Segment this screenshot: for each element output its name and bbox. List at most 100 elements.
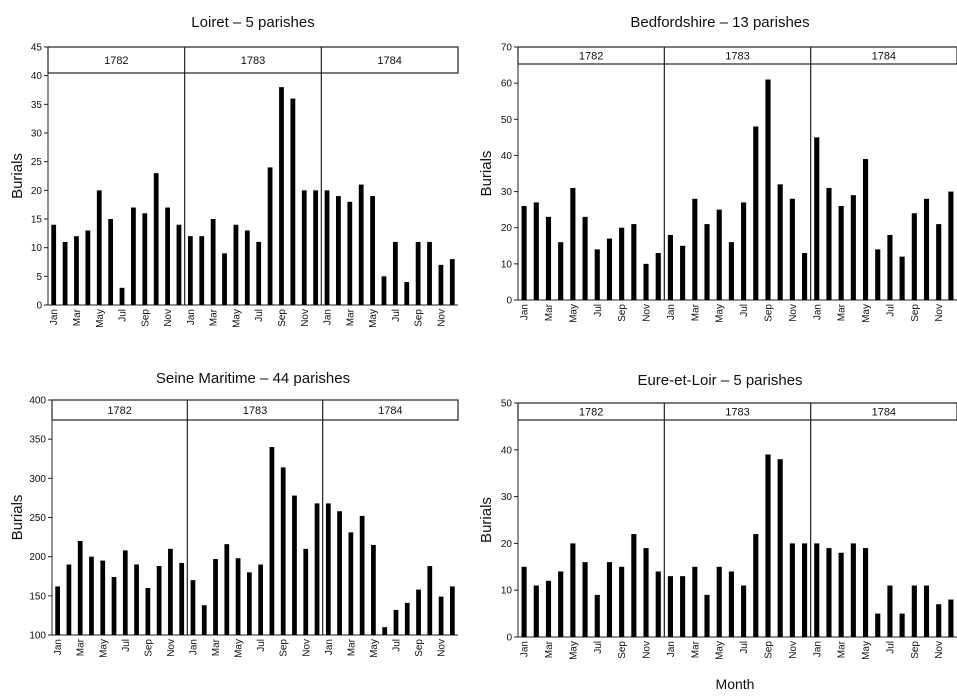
year-label: 1782 (104, 55, 128, 67)
x-tick-label: Nov (166, 639, 177, 657)
bar (789, 543, 795, 637)
x-tick-label: Sep (617, 641, 628, 659)
bar (606, 562, 613, 637)
x-tick-label: Mar (837, 640, 848, 658)
y-tick-label: 40 (501, 151, 513, 162)
bar (887, 585, 893, 637)
y-tick-label: 15 (31, 215, 43, 226)
bar (631, 224, 637, 300)
bar (256, 241, 262, 305)
bar (850, 195, 856, 300)
bar (777, 459, 783, 637)
x-tick-label: Mar (837, 303, 848, 321)
bar (292, 495, 297, 635)
bar (923, 585, 930, 637)
bar (875, 249, 881, 300)
x-tick-label: Jul (885, 641, 896, 654)
x-tick-label: Sep (140, 309, 151, 327)
bar (838, 552, 844, 637)
bar (190, 580, 196, 635)
bar (235, 558, 241, 635)
bar (134, 564, 139, 635)
bar (923, 198, 930, 300)
y-axis-label: Burials (9, 495, 26, 541)
bar (393, 609, 399, 635)
y-tick-label: 20 (31, 186, 43, 197)
bar (728, 571, 734, 637)
bar (336, 196, 341, 305)
bar (753, 534, 759, 637)
x-tick-label: May (369, 639, 380, 658)
bar (153, 173, 159, 305)
chart-title: Bedfordshire – 13 parishes (630, 14, 809, 31)
x-tick-label: Sep (414, 639, 425, 657)
bar (899, 256, 905, 300)
y-tick-label: 40 (501, 445, 513, 456)
y-axis-label: Burials (478, 497, 495, 543)
x-tick-label: Jan (666, 641, 677, 657)
x-tick-label: Sep (763, 304, 774, 322)
x-tick-label: Jan (812, 641, 823, 657)
x-tick-label: Nov (436, 309, 447, 327)
bar (692, 566, 698, 637)
x-tick-label: May (98, 639, 109, 658)
bar (176, 224, 182, 305)
x-tick-label: Sep (143, 639, 154, 657)
bar (96, 190, 102, 305)
chart-panel-3: Seine Maritime – 44 parishes Burials 100 15… (9, 370, 459, 658)
x-tick-label: Jan (520, 304, 531, 320)
x-tick-label: Jul (739, 641, 750, 654)
bar (521, 206, 527, 300)
year-label: 1784 (378, 405, 402, 417)
bar (77, 541, 83, 635)
y-tick-label: 300 (29, 474, 46, 485)
bar (862, 159, 869, 300)
bar (224, 544, 230, 635)
bar (643, 548, 649, 637)
x-tick-label: May (715, 304, 726, 323)
bar (533, 585, 539, 637)
y-tick-label: 70 (501, 43, 513, 54)
bar (594, 249, 600, 300)
year-label: 1783 (241, 55, 265, 67)
x-tick-label: Sep (910, 641, 921, 659)
x-tick-label: May (95, 309, 106, 328)
x-tick-label: Mar (345, 308, 356, 326)
bar (619, 227, 625, 300)
bar (911, 585, 917, 637)
x-tick-label: Jan (323, 309, 334, 325)
x-tick-label: May (861, 304, 872, 323)
bar (258, 564, 264, 635)
chart-title: Eure-et-Loir – 5 parishes (637, 372, 802, 389)
x-tick-label: Mar (690, 640, 701, 658)
bar (438, 596, 444, 635)
bar (716, 209, 722, 300)
x-tick-label: May (568, 641, 579, 660)
x-tick-label: Nov (642, 304, 653, 322)
x-tick-label: Jan (49, 309, 60, 325)
x-tick-label: Sep (617, 304, 628, 322)
y-tick-label: 40 (31, 71, 43, 82)
y-tick-label: 200 (29, 552, 46, 563)
bar (582, 562, 588, 637)
bar (655, 253, 661, 300)
bar (89, 556, 94, 635)
bar (558, 242, 564, 300)
x-tick-label: Jul (256, 639, 267, 652)
bar (862, 548, 869, 637)
x-tick-label: Sep (763, 641, 774, 659)
year-label: 1783 (725, 407, 749, 419)
bar (337, 511, 342, 635)
bar (814, 543, 820, 637)
x-tick-label: May (231, 309, 242, 328)
bar (948, 191, 954, 300)
x-tick-label: Jan (666, 304, 677, 320)
x-tick-label: Jul (391, 639, 402, 652)
x-tick-label: Mar (209, 308, 220, 326)
bar (267, 167, 273, 305)
bar (100, 560, 106, 635)
year-header-box (517, 46, 957, 65)
bar (165, 207, 170, 305)
